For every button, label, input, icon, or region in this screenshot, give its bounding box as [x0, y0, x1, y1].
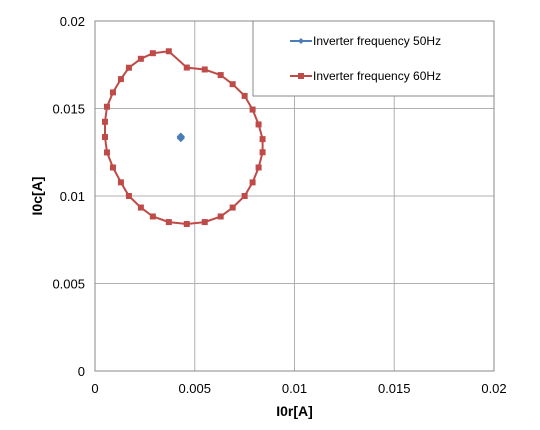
series-layer	[101, 48, 266, 227]
data-point	[137, 55, 144, 62]
data-point	[201, 219, 208, 226]
data-point	[125, 64, 132, 71]
y-tick-label: 0	[78, 364, 85, 379]
data-point	[255, 121, 262, 128]
y-tick-label: 0.02	[60, 14, 85, 29]
data-point	[176, 132, 185, 141]
legend-marker	[298, 38, 304, 44]
y-axis-title: I0c[A]	[29, 177, 45, 216]
x-axis-ticks: 0 0.005 0.01 0.015 0.02	[91, 381, 506, 396]
data-point	[103, 103, 110, 110]
data-point	[101, 118, 108, 125]
x-tick-label: 0.01	[282, 381, 307, 396]
legend-box	[252, 20, 495, 97]
data-point	[241, 193, 248, 199]
data-point	[241, 92, 248, 99]
data-point	[229, 81, 236, 88]
series-1	[176, 132, 185, 143]
data-point	[137, 204, 144, 211]
legend-entry: Inverter frequency 60Hz	[290, 69, 441, 83]
data-point	[249, 179, 256, 186]
x-tick-label: 0.015	[378, 381, 411, 396]
data-point	[109, 89, 116, 96]
x-tick-label: 0.005	[178, 381, 211, 396]
data-point	[229, 204, 236, 211]
data-point	[117, 179, 124, 186]
data-point	[217, 72, 224, 79]
y-tick-label: 0.005	[52, 277, 85, 292]
data-point	[109, 164, 116, 171]
data-point	[101, 134, 108, 141]
data-point	[201, 66, 208, 73]
x-tick-label: 0	[91, 381, 98, 396]
legend-marker	[298, 73, 304, 79]
data-point	[217, 213, 224, 220]
series-2	[101, 48, 266, 227]
data-point	[255, 164, 262, 171]
data-point	[165, 48, 172, 55]
data-point	[249, 106, 256, 113]
y-axis-ticks: 0 0.005 0.01 0.015 0.02	[52, 14, 85, 379]
legend-items: Inverter frequency 50Hz Inverter frequenc…	[290, 34, 441, 83]
y-tick-label: 0.015	[52, 102, 85, 117]
legend-label: Inverter frequency 50Hz	[313, 34, 441, 48]
legend: Inverter frequency 50Hz Inverter frequenc…	[252, 20, 495, 97]
legend-entry: Inverter frequency 50Hz	[290, 34, 441, 48]
x-tick-label: 0.02	[481, 381, 506, 396]
data-point	[259, 136, 266, 143]
data-point	[103, 149, 110, 156]
data-point	[117, 76, 124, 83]
x-axis-title: I0r[A]	[276, 403, 313, 419]
data-point	[183, 64, 190, 71]
data-point	[183, 221, 190, 227]
data-point	[149, 50, 156, 57]
data-point	[165, 219, 172, 226]
data-point	[149, 213, 156, 220]
legend-label: Inverter frequency 60Hz	[313, 69, 441, 83]
data-point	[125, 193, 132, 199]
data-point	[259, 149, 266, 156]
y-tick-label: 0.01	[60, 189, 85, 204]
